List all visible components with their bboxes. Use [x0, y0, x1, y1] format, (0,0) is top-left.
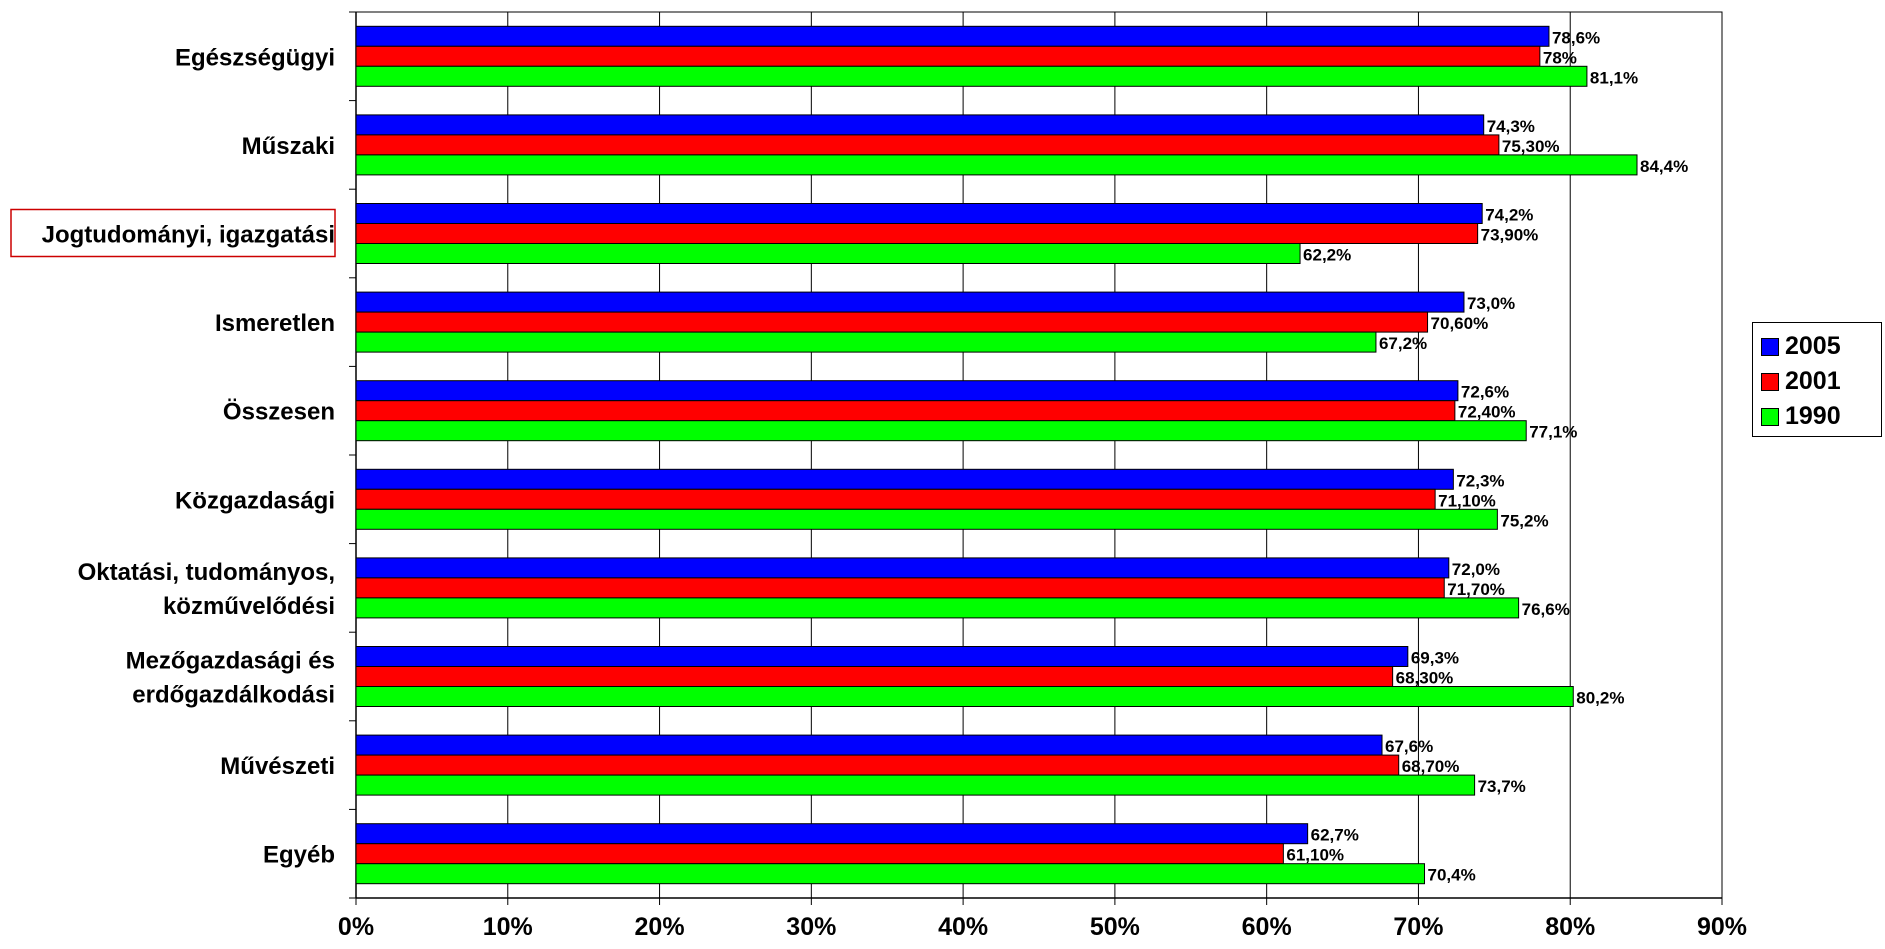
bar-2001-1	[355, 134, 1500, 156]
bar-value-label: 81,1%	[1590, 68, 1638, 87]
bar-value-label: 77,1%	[1529, 423, 1577, 442]
bar-2001-3	[355, 311, 1429, 333]
bar-1990-6	[355, 597, 1520, 619]
bar-2001-0	[355, 45, 1541, 67]
category-label: Oktatási, tudományos,	[78, 559, 335, 586]
x-tick-label: 30%	[786, 913, 836, 941]
legend-swatch	[1761, 372, 1779, 391]
category-label: Egyéb	[263, 842, 335, 869]
bar-1990-8	[355, 774, 1476, 796]
bar-2001-9	[355, 843, 1284, 865]
bar-1990-0	[355, 65, 1588, 87]
bar-value-label: 80,2%	[1576, 689, 1624, 708]
bar-value-label: 78%	[1543, 48, 1577, 67]
bar-value-label: 67,6%	[1385, 737, 1433, 756]
bar-value-label: 72,0%	[1452, 560, 1500, 579]
legend-label: 2005	[1785, 332, 1841, 360]
bar-value-label: 73,90%	[1481, 226, 1539, 245]
category-label: Mezőgazdasági és	[126, 648, 335, 675]
bar-2005-5	[355, 468, 1454, 490]
bar-2001-8	[355, 754, 1400, 776]
bar-value-label: 73,0%	[1467, 294, 1515, 313]
bar-value-label: 75,30%	[1502, 137, 1560, 156]
category-label: Közgazdasági	[175, 487, 335, 514]
legend-item-2001: 2001	[1761, 364, 1881, 399]
bar-2001-2	[355, 223, 1479, 244]
x-tick-label: 80%	[1545, 913, 1595, 941]
x-tick-label: 0%	[338, 913, 374, 941]
bar-1990-3	[355, 331, 1377, 353]
bar-2005-1	[355, 114, 1485, 136]
category-label: Műszaki	[242, 133, 335, 160]
bar-value-label: 67,2%	[1379, 334, 1427, 353]
bar-2005-2	[355, 203, 1483, 224]
bar-value-label: 76,6%	[1522, 600, 1570, 619]
bar-1990-1	[355, 154, 1638, 176]
bar-2001-6	[355, 577, 1445, 599]
bar-2005-4	[355, 380, 1459, 402]
bar-value-label: 74,2%	[1485, 206, 1533, 225]
bar-value-label: 69,3%	[1411, 649, 1459, 668]
bar-2005-0	[355, 25, 1550, 47]
x-tick-label: 10%	[483, 913, 533, 941]
bar-value-label: 72,3%	[1456, 471, 1504, 490]
bar-value-label: 68,30%	[1396, 669, 1454, 688]
legend-label: 2001	[1785, 367, 1841, 395]
category-label: közművelődési	[163, 593, 335, 620]
bar-2001-7	[355, 666, 1394, 687]
category-label: Egészségügyi	[175, 44, 335, 71]
category-label: Ismeretlen	[215, 310, 335, 337]
bar-1990-4	[355, 420, 1527, 442]
x-tick-label: 50%	[1090, 913, 1140, 941]
bar-2005-7	[355, 646, 1409, 667]
x-tick-label: 70%	[1393, 913, 1443, 941]
bar-value-label: 84,4%	[1640, 157, 1688, 176]
x-tick-label: 20%	[635, 913, 685, 941]
legend-swatch	[1761, 407, 1779, 426]
bar-value-label: 75,2%	[1500, 511, 1548, 530]
bar-value-label: 72,40%	[1458, 403, 1516, 422]
x-tick-label: 90%	[1697, 913, 1747, 941]
legend-swatch	[1761, 337, 1779, 356]
bar-2005-8	[355, 734, 1383, 756]
bar-2005-6	[355, 557, 1450, 579]
bar-value-label: 61,10%	[1286, 846, 1344, 865]
category-label: Összesen	[223, 399, 335, 426]
legend-item-1990: 1990	[1761, 399, 1881, 434]
highlight-box	[10, 208, 336, 258]
bar-value-label: 74,3%	[1487, 117, 1535, 136]
bar-2005-9	[355, 823, 1309, 845]
x-tick-label: 40%	[938, 913, 988, 941]
bar-2005-3	[355, 291, 1465, 313]
bar-1990-7	[355, 686, 1574, 707]
category-label: Jogtudományi, igazgatási	[42, 222, 335, 249]
category-label: erdőgazdálkodási	[132, 682, 335, 709]
bar-value-label: 70,4%	[1428, 866, 1476, 885]
bar-1990-9	[355, 863, 1426, 885]
category-label: Művészeti	[220, 753, 335, 780]
bar-value-label: 70,60%	[1431, 314, 1489, 333]
bar-value-label: 71,10%	[1438, 491, 1496, 510]
bar-value-label: 78,6%	[1552, 28, 1600, 47]
bar-value-label: 72,6%	[1461, 383, 1509, 402]
bar-value-label: 71,70%	[1447, 580, 1505, 599]
bar-value-label: 68,70%	[1402, 757, 1460, 776]
bar-2001-4	[355, 400, 1456, 422]
bar-value-label: 73,7%	[1478, 777, 1526, 796]
bar-1990-2	[355, 243, 1301, 264]
bar-value-label: 62,2%	[1303, 246, 1351, 265]
bar-1990-5	[355, 508, 1498, 530]
legend-item-2005: 2005	[1761, 329, 1881, 364]
bar-2001-5	[355, 488, 1436, 510]
bar-value-label: 62,7%	[1311, 826, 1359, 845]
legend: 2005 2001 1990	[1752, 322, 1882, 437]
legend-label: 1990	[1785, 402, 1841, 430]
x-tick-label: 60%	[1242, 913, 1292, 941]
